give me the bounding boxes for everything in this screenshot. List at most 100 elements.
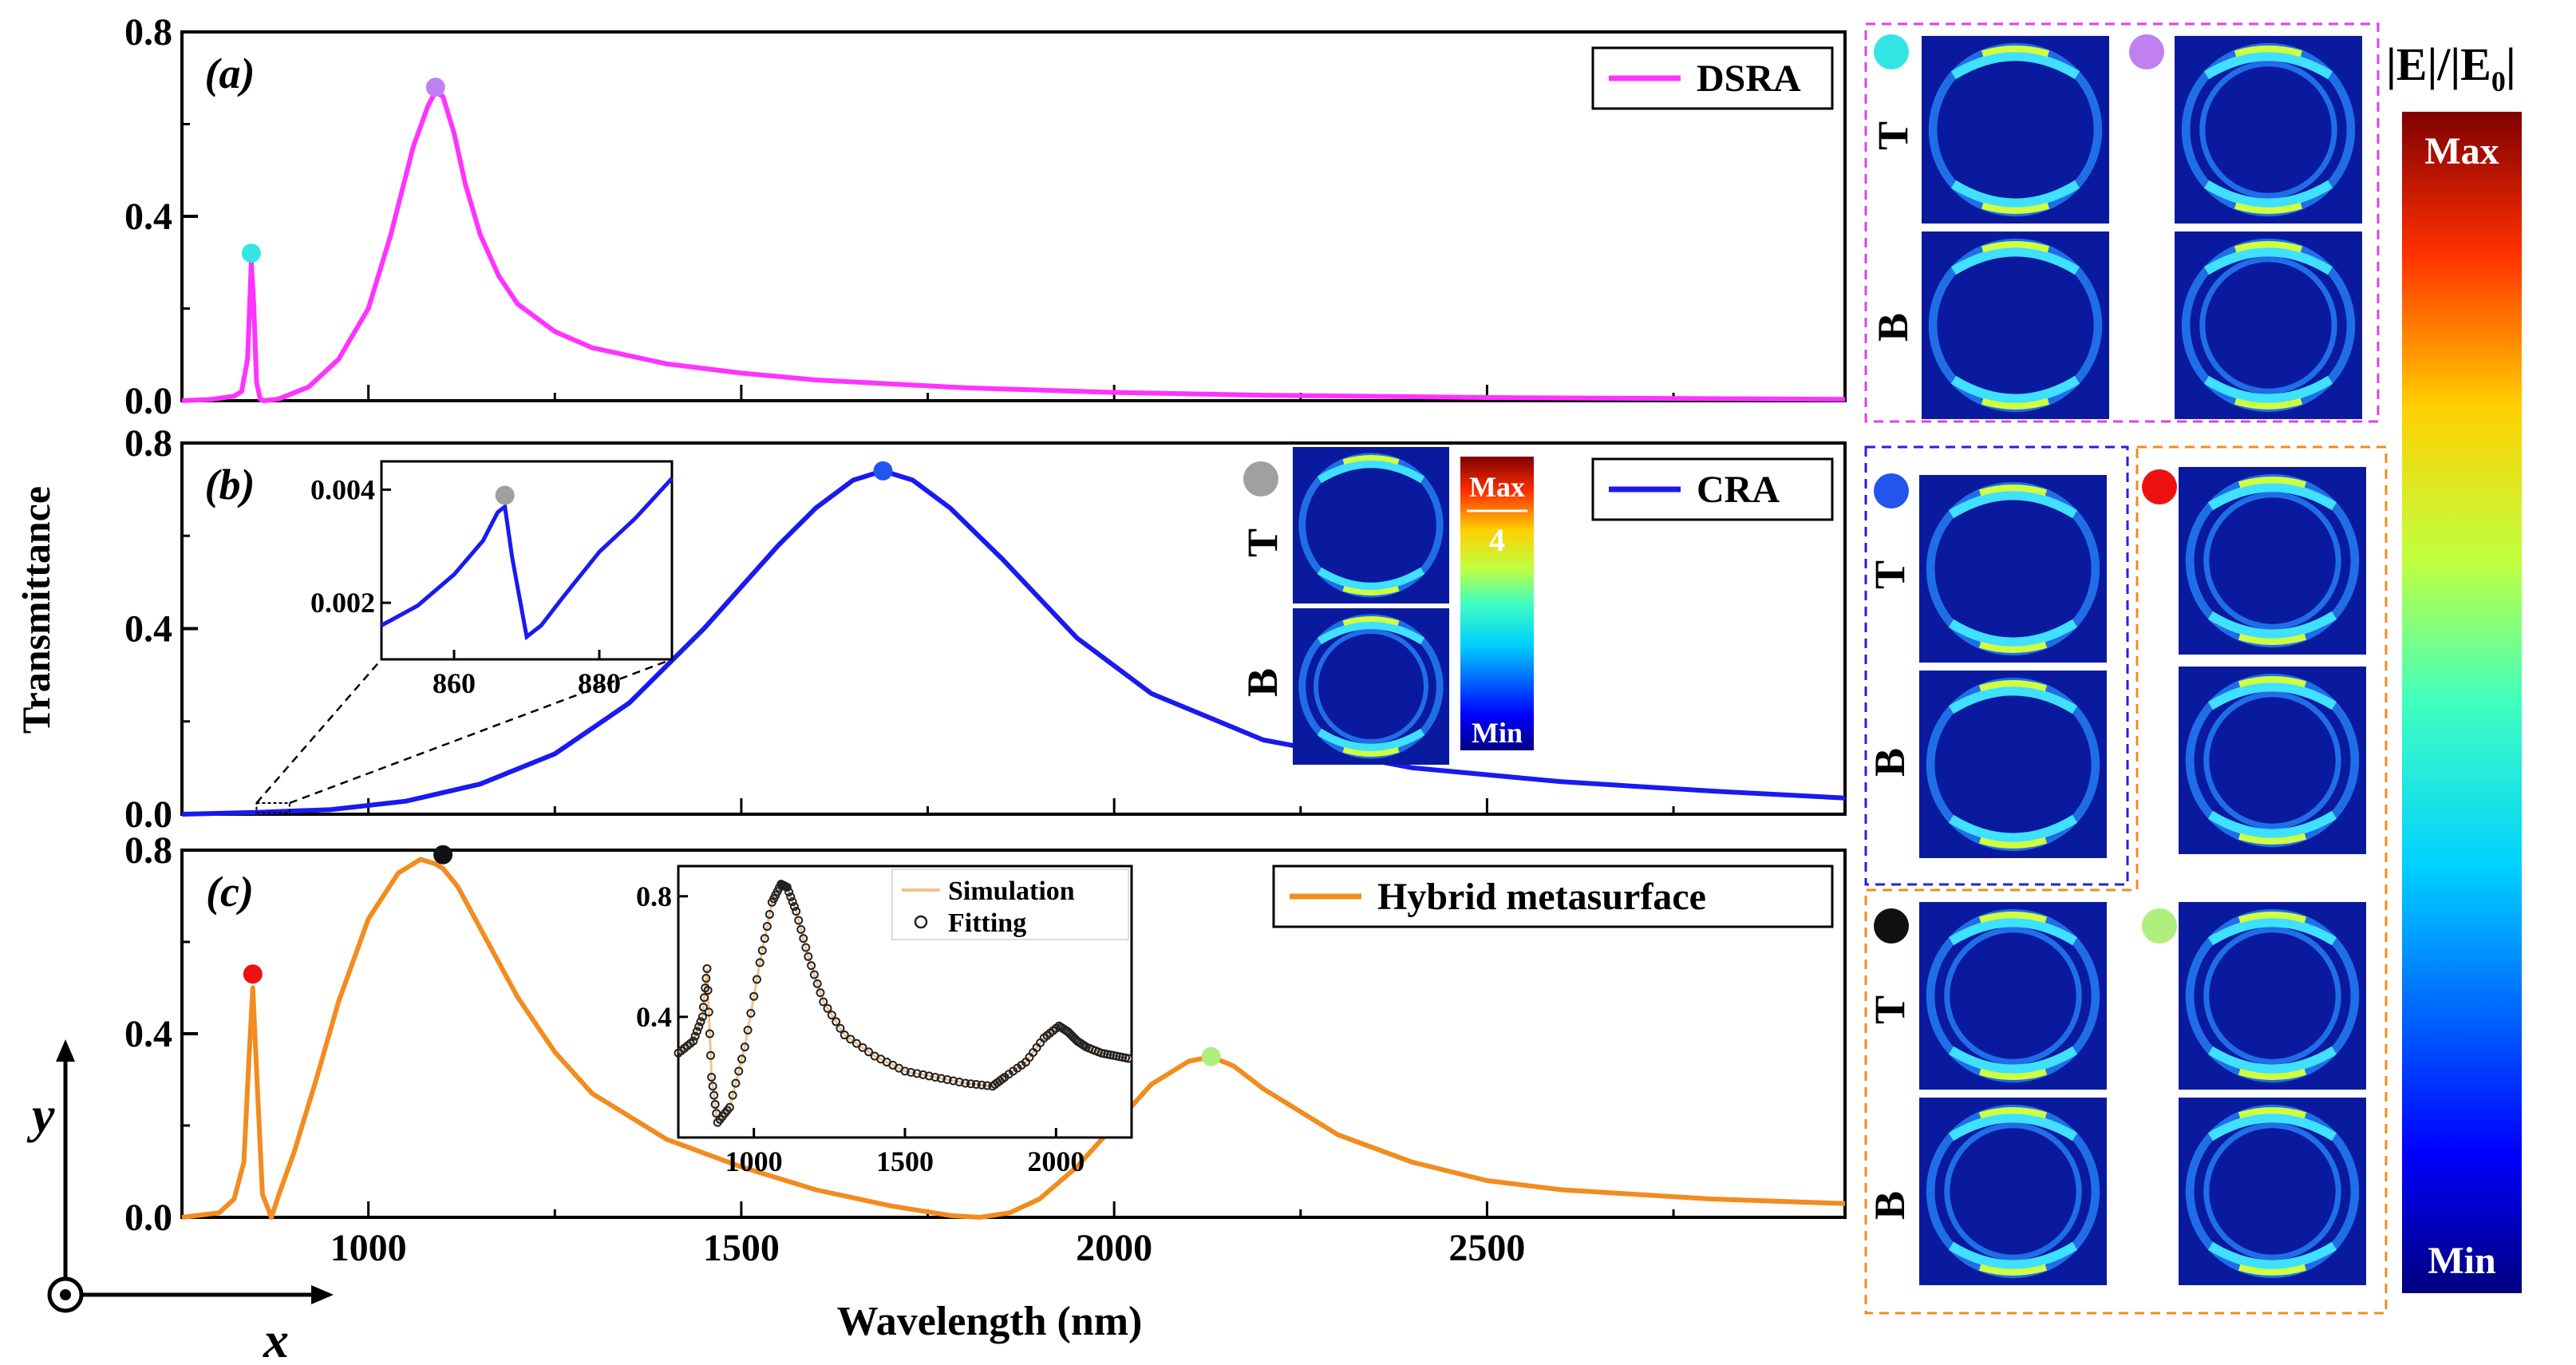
inset-x-tick-label: 1500	[876, 1145, 934, 1177]
small-colorbar-gradient	[1460, 457, 1534, 750]
hot-arc	[2207, 611, 2337, 639]
inset-fit-point	[705, 1029, 714, 1039]
inset-x-tick-label: 2000	[1027, 1145, 1085, 1177]
hot-core	[1342, 616, 1400, 626]
legend-box	[1272, 864, 1834, 928]
peak-marker	[1201, 1046, 1221, 1066]
map-row-label-top: T	[1866, 995, 1914, 1024]
y-tick-label: 0.4	[124, 608, 172, 651]
inset-fit-point	[809, 970, 819, 979]
inset-legend-box	[891, 868, 1129, 940]
hot-core	[1978, 1264, 2048, 1276]
hot-arc	[2207, 810, 2337, 839]
map-background	[1922, 36, 2109, 224]
small-colorbar: Max 4 Min	[1460, 457, 1534, 750]
inset-fit-point	[823, 1003, 832, 1013]
hot-arc	[1317, 460, 1425, 484]
inset-fit-point	[689, 1036, 698, 1046]
inset-fit-point	[796, 924, 806, 934]
y-tick-label: 0.8	[124, 11, 172, 53]
hot-arc	[1950, 51, 2080, 80]
map-row-label-top: T	[1239, 528, 1286, 557]
inset-fit-point	[954, 1077, 964, 1086]
hot-core	[1978, 485, 2048, 497]
map-marker-dot	[1243, 461, 1278, 497]
inset-fit-point	[692, 1027, 701, 1036]
hot-arc	[1317, 621, 1425, 645]
hot-arc	[1950, 180, 2080, 208]
hot-core	[1981, 46, 2050, 57]
inset-y-tick-label: 0.004	[310, 473, 375, 505]
y-tick-label: 0.0	[124, 380, 172, 422]
inset-fit-point	[728, 1090, 737, 1100]
map-background	[1919, 1098, 2107, 1285]
colorbar-min-label: Min	[2428, 1240, 2495, 1282]
inset-fit-point	[709, 1090, 719, 1100]
map-background	[1919, 671, 2107, 858]
ring-inner	[2199, 256, 2337, 394]
field-map-tile	[1922, 36, 2109, 224]
ring-inner	[1944, 927, 2082, 1065]
inset-fit-point	[757, 946, 767, 956]
y-axis-label: Transmittance	[14, 486, 58, 734]
hot-core	[2238, 676, 2307, 688]
hot-arc	[2207, 1046, 2337, 1074]
inset-fit-point	[694, 1022, 704, 1031]
hot-core	[2234, 46, 2303, 57]
hot-arc	[2203, 51, 2333, 80]
inset-fit-point	[710, 1099, 720, 1109]
hot-core	[1978, 680, 2048, 692]
hot-arc	[2207, 917, 2337, 946]
series-line	[181, 857, 1846, 1220]
hot-arc	[1950, 375, 2080, 404]
inset-fit-point	[792, 907, 801, 916]
inset-fit-point	[762, 922, 772, 932]
inset-fit-point	[832, 1017, 841, 1027]
inset-fit-point	[794, 916, 804, 925]
inset-panel-b: 0.002 0.004 860 880	[255, 460, 674, 813]
inset-legend-swatch	[914, 915, 928, 929]
inset-legend-label: Fitting	[948, 908, 1026, 938]
inset-fit-point	[752, 975, 761, 984]
inset-fit-point	[912, 1069, 922, 1078]
colorbar-gradient	[2402, 112, 2522, 1293]
hot-arc	[1948, 686, 2078, 714]
inset-fit-point	[782, 882, 792, 892]
hot-core	[1342, 586, 1400, 595]
small-colorbar-max: Max	[1469, 471, 1525, 503]
map-marker-dot	[1874, 908, 1909, 944]
inset-fit-point	[864, 1047, 874, 1057]
hot-core	[1981, 398, 2050, 410]
hot-core	[1978, 1107, 2048, 1119]
hot-arc	[2203, 247, 2333, 275]
inset-fit-point	[697, 1012, 707, 1022]
ring-inner	[2203, 492, 2341, 630]
peak-marker	[241, 243, 261, 263]
inset-fit-point	[788, 897, 797, 907]
x-tick-label: 1500	[703, 1227, 780, 1269]
field-map-tile	[1922, 231, 2109, 419]
peak-marker	[425, 77, 445, 97]
map-background	[2179, 902, 2366, 1090]
inset-fit-point	[819, 997, 828, 1007]
ring-inner	[1944, 1122, 2082, 1260]
inset-fit-point	[760, 934, 769, 944]
inset-fit-point	[784, 887, 794, 896]
map-marker-dot	[2142, 469, 2177, 504]
hot-core	[2238, 912, 2307, 924]
hot-arc	[1948, 814, 2078, 843]
map-background	[1293, 447, 1449, 603]
hot-core	[1342, 455, 1400, 465]
hybrid-map-frame	[1864, 445, 2388, 1315]
colorbar-max-label: Max	[2424, 130, 2499, 172]
map-row-label-bottom: B	[1866, 1191, 1914, 1220]
y-tick-label: 0.0	[124, 793, 172, 836]
inset-fit-point	[801, 943, 811, 952]
map-background	[1919, 475, 2107, 663]
field-map-tiles: Max 4 Min T B T B T B T B	[1239, 34, 2366, 1285]
hot-core	[2238, 1264, 2307, 1276]
inset-fit-point	[734, 1066, 744, 1076]
x-axis-label: Wavelength (nm)	[837, 1299, 1143, 1344]
field-map-tile	[1293, 447, 1449, 603]
